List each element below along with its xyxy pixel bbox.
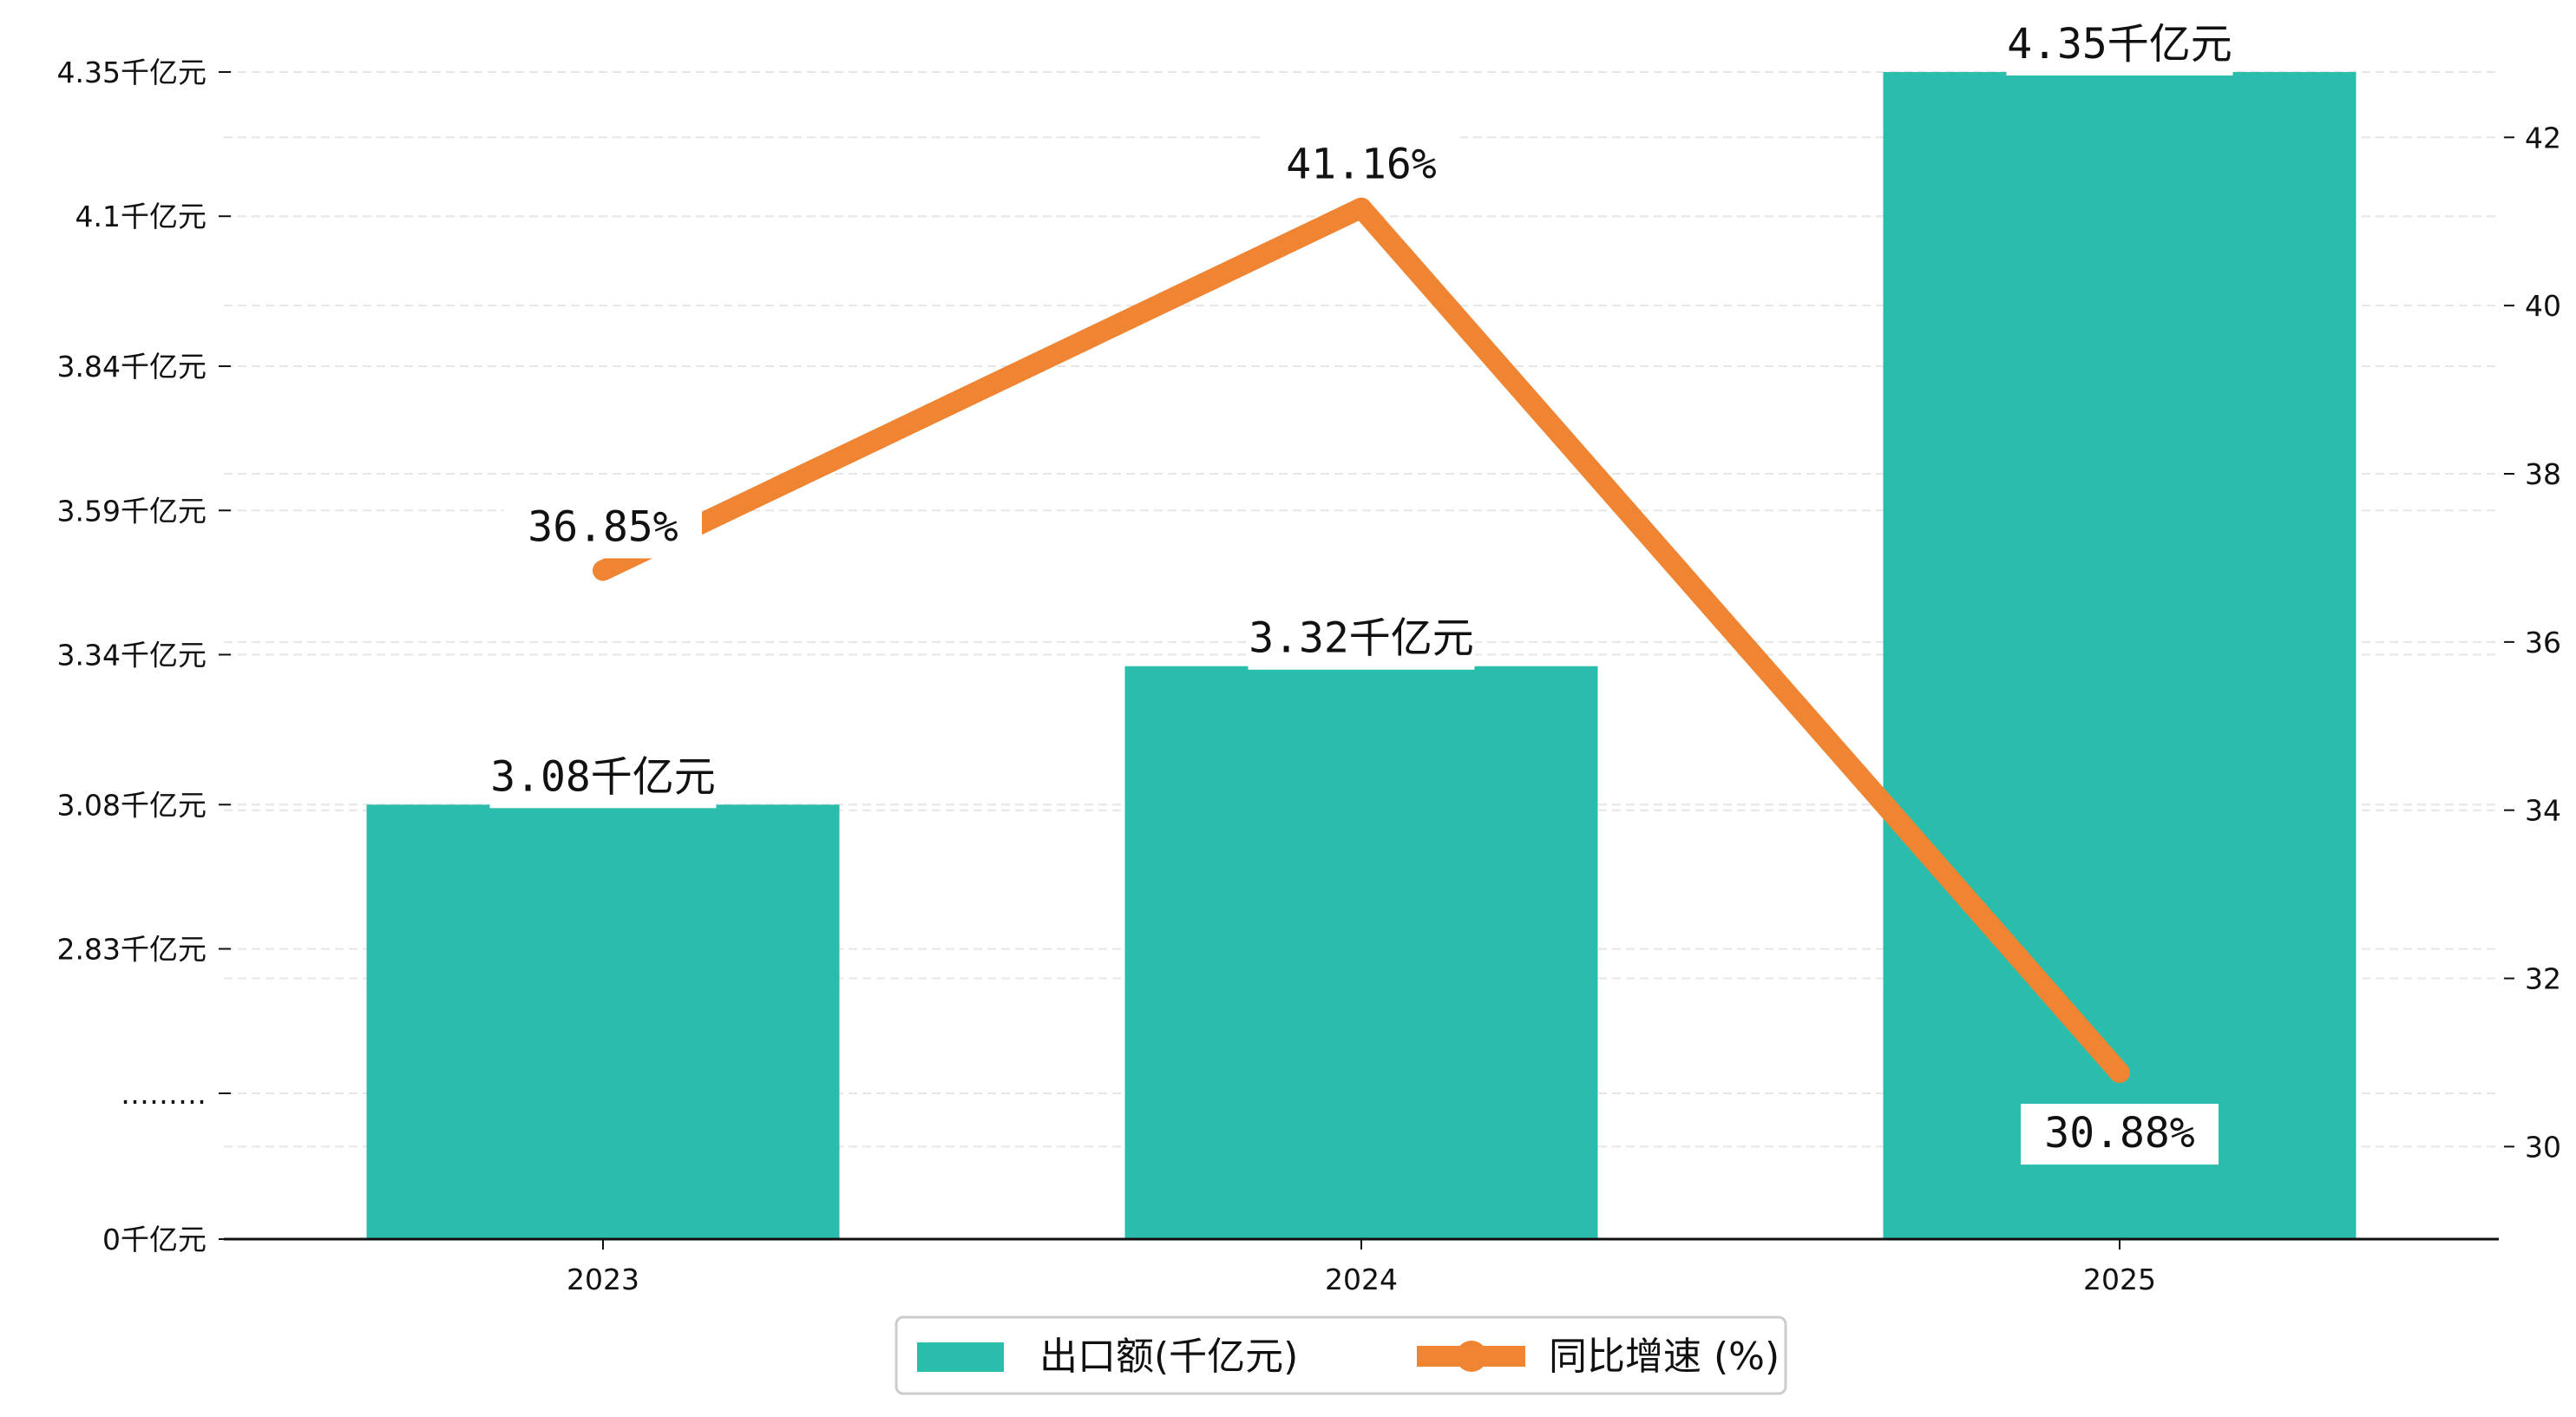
legend-line-label: 同比增速 (%)	[1549, 1335, 1780, 1379]
bar-2023	[366, 804, 840, 1239]
left-tick-label: 4.1千亿元	[75, 200, 206, 233]
bar-value-label: 3.32千亿元	[1249, 614, 1474, 663]
legend-line-marker	[1456, 1341, 1487, 1372]
bar-value-label: 3.08千亿元	[490, 752, 716, 801]
line-value-label-bg	[1262, 134, 1460, 196]
bar-series	[366, 72, 2356, 1239]
x-tick-label: 2025	[2083, 1263, 2156, 1296]
right-tick-label: 34	[2525, 794, 2561, 828]
line-value-label: 36.85%	[528, 502, 678, 551]
left-tick-label: ………	[121, 1077, 206, 1111]
bar-value-label: 4.35千亿元	[2007, 20, 2232, 69]
legend-box	[895, 1315, 1787, 1395]
right-tick-label: 42	[2525, 121, 2561, 154]
growth-point-2024	[1351, 197, 1372, 219]
right-tick-label: 32	[2525, 962, 2561, 996]
legend-bar-label: 出口额(千亿元)	[1039, 1335, 1298, 1379]
left-tick-label: 3.34千亿元	[57, 638, 206, 672]
legend: 出口额(千亿元) 同比增速 (%)	[895, 1315, 1787, 1395]
bar-2025	[1883, 72, 2356, 1239]
data-labels: 3.08千亿元 3.32千亿元 4.35千亿元 36.85% 41.16% 30.88%	[489, 15, 2233, 1165]
growth-point-2025	[2109, 1062, 2130, 1084]
right-tick-label: 30	[2525, 1130, 2561, 1164]
left-tick-label: 0千亿元	[102, 1223, 206, 1256]
bar-value-label-bg	[489, 747, 717, 809]
right-tick-label: 40	[2525, 289, 2561, 323]
right-tick-label: 38	[2525, 457, 2561, 491]
legend-bar-swatch	[917, 1342, 1004, 1372]
line-value-label: 30.88%	[2044, 1109, 2194, 1158]
axes: 0千亿元 ……… 2.83千亿元 3.08千亿元 3.34千亿元 3.59千亿元 3.84千…	[57, 56, 2561, 1296]
line-value-label: 41.16%	[1286, 141, 1436, 189]
left-tick-label: 3.84千亿元	[57, 350, 206, 384]
left-tick-label: 3.08千亿元	[57, 788, 206, 822]
left-tick-label: 3.59千亿元	[57, 494, 206, 528]
line-value-label-bg	[504, 497, 702, 559]
left-tick-label: 4.35千亿元	[57, 56, 206, 89]
growth-point-2023	[593, 560, 613, 581]
line-series	[593, 197, 2130, 1084]
x-tick-label: 2023	[567, 1263, 639, 1296]
bar-2024	[1124, 666, 1598, 1239]
x-tick-label: 2024	[1325, 1263, 1398, 1296]
line-value-label-bg	[2021, 1104, 2219, 1165]
bar-value-label-bg	[1248, 608, 1475, 670]
left-tick-label: 2.83千亿元	[57, 933, 206, 967]
right-tick-label: 36	[2525, 626, 2561, 659]
bar-value-label-bg	[2006, 15, 2233, 75]
